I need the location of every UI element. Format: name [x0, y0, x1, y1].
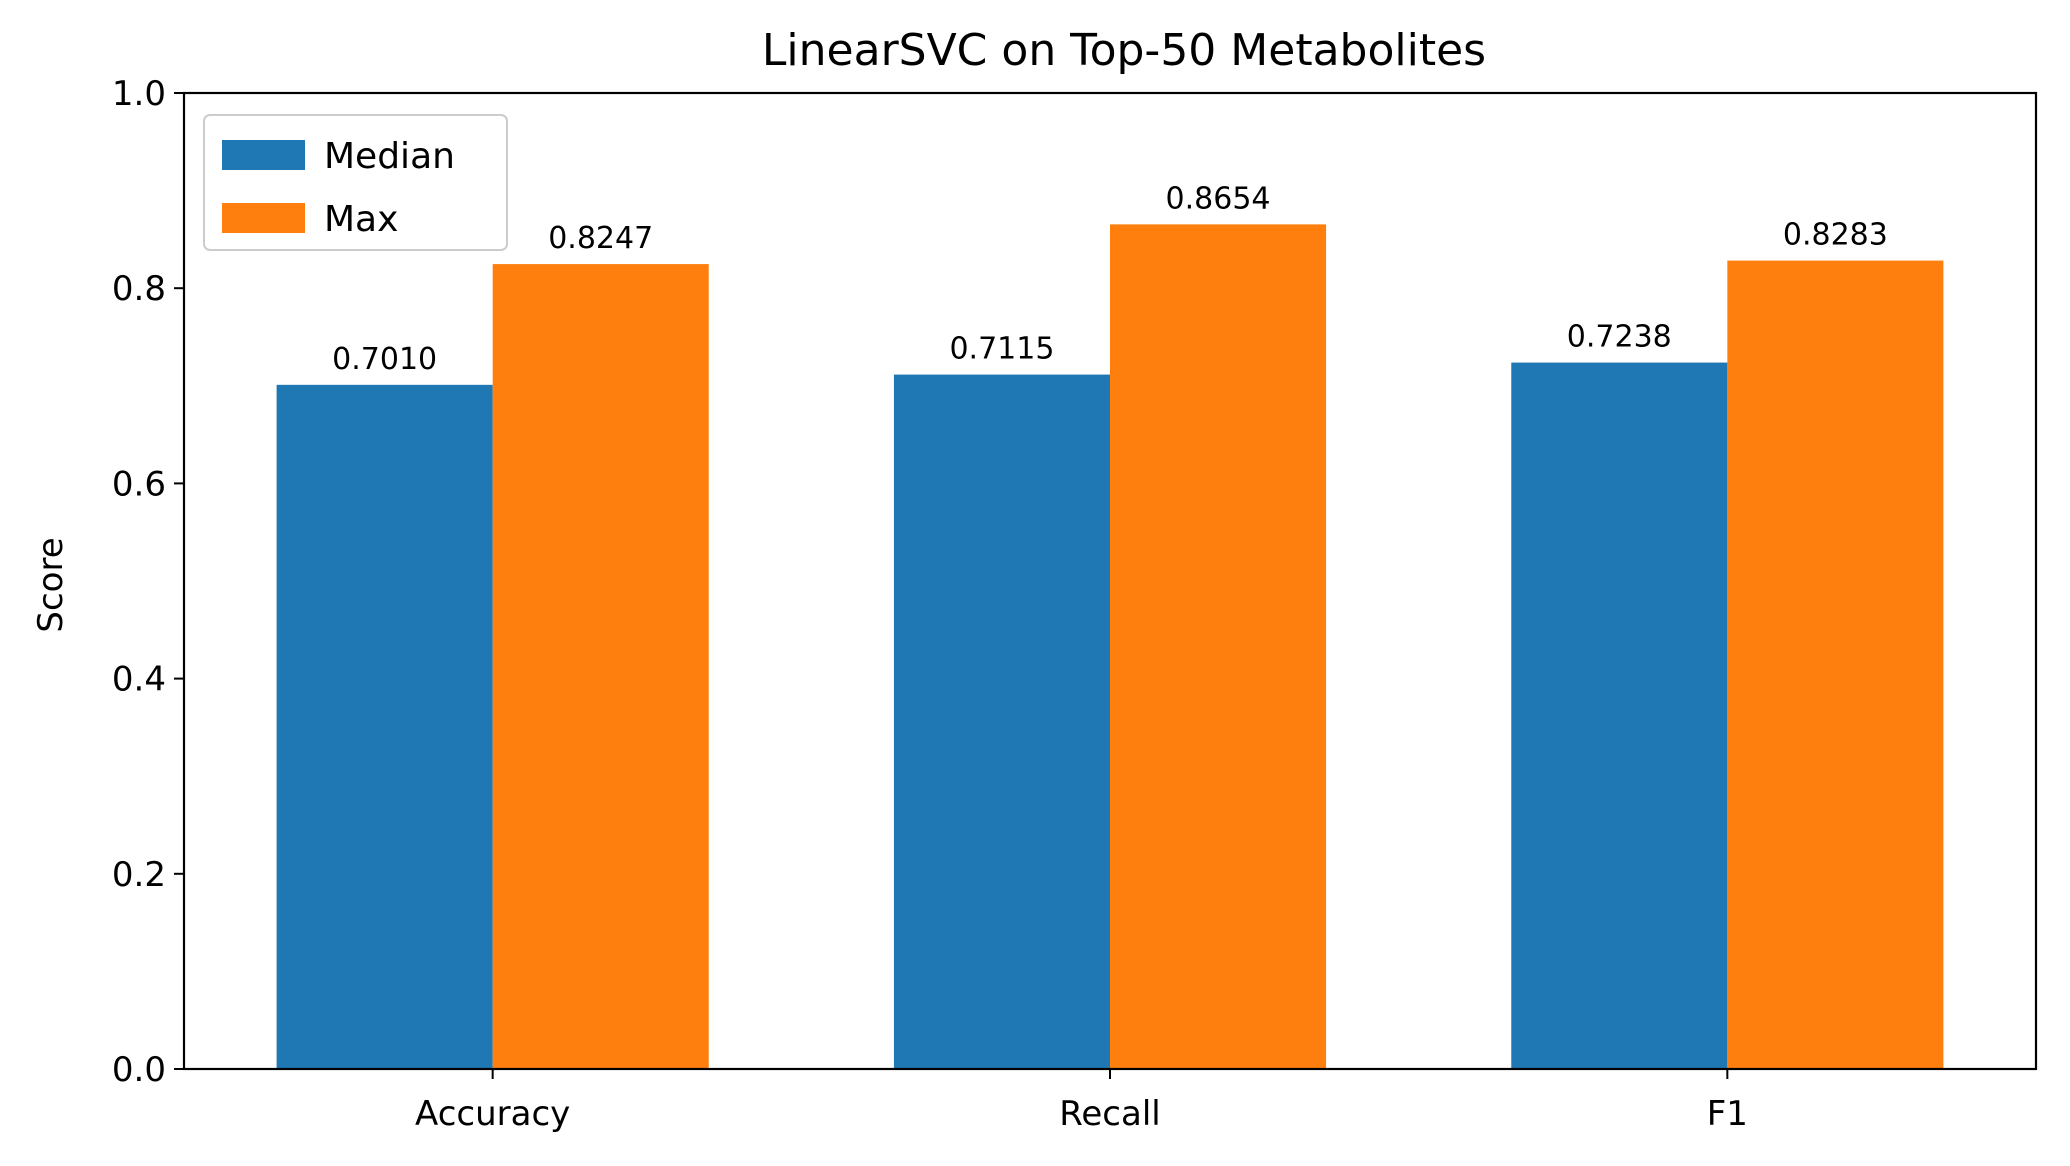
chart-title: LinearSVC on Top-50 Metabolites	[762, 25, 1486, 76]
x-tick-label: Recall	[1059, 1094, 1160, 1134]
bar-max-f1	[1727, 260, 1944, 1069]
data-label: 0.7010	[332, 342, 437, 377]
bar-median-recall	[893, 374, 1110, 1069]
bar-median-accuracy	[276, 384, 493, 1070]
data-label: 0.7115	[949, 332, 1054, 367]
x-tick-label: F1	[1707, 1094, 1748, 1134]
legend-swatch-median	[222, 140, 305, 170]
data-label: 0.8283	[1783, 218, 1888, 253]
y-tick-label: 0.4	[112, 660, 166, 700]
legend-label-median: Median	[324, 136, 455, 177]
data-label: 0.7238	[1567, 320, 1672, 355]
y-axis-label: Score	[31, 537, 71, 632]
bar-max-accuracy	[492, 264, 709, 1070]
x-tick-label: Accuracy	[415, 1094, 570, 1134]
y-tick-label: 1.0	[112, 74, 166, 114]
y-tick-label: 0.2	[112, 855, 166, 895]
y-tick-label: 0.6	[112, 464, 166, 504]
plot-area: 0.7010 0.7115 0.7238 0.8247 0.8654 0.8283 0.0 0…	[112, 74, 2038, 1134]
data-label: 0.8247	[548, 221, 653, 256]
data-label: 0.8654	[1166, 181, 1271, 216]
y-tick-label: 0.8	[112, 269, 166, 309]
bar-max-recall	[1110, 224, 1327, 1069]
legend: Median Max	[203, 114, 508, 251]
bar-median-f1	[1511, 362, 1728, 1070]
legend-swatch-max	[222, 203, 305, 233]
y-tick-label: 0.0	[112, 1050, 166, 1090]
legend-label-max: Max	[324, 199, 398, 240]
